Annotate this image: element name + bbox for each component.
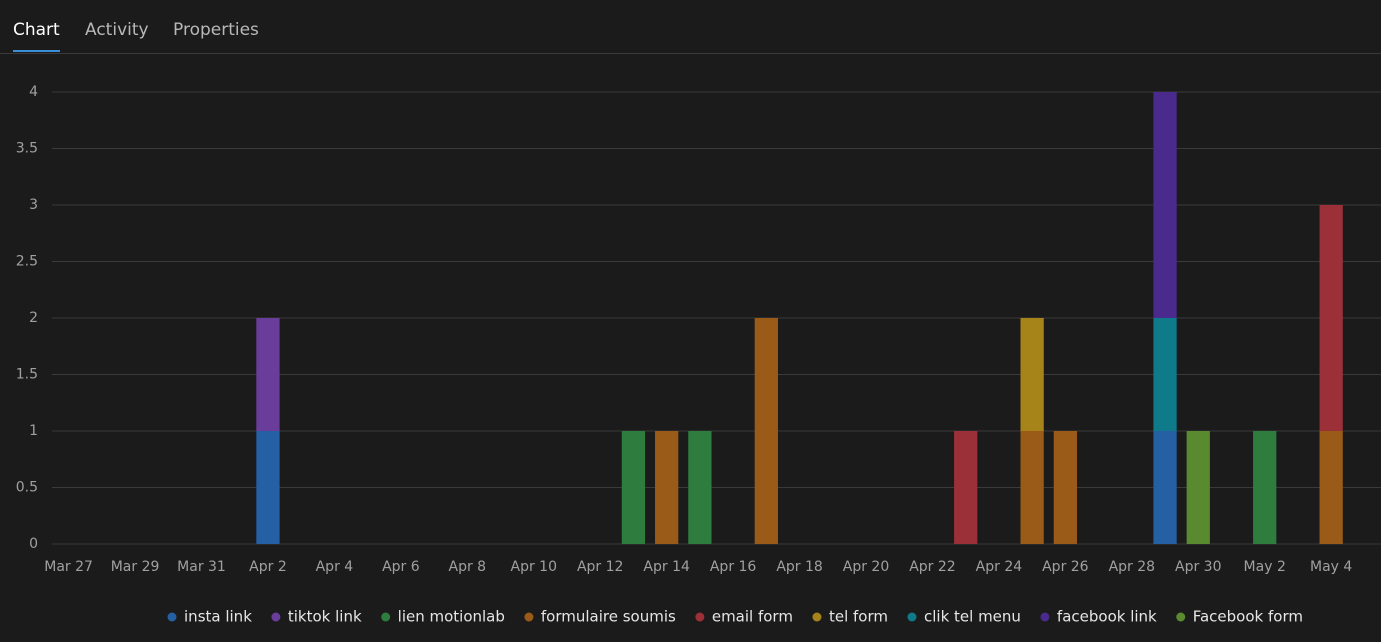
x-tick-label: Apr 2 [249,559,287,575]
x-tick-label: Apr 6 [382,559,420,575]
bar-segment [688,431,712,544]
legend-label: email form [712,608,793,626]
legend-marker [1040,612,1050,622]
tab[interactable]: Properties [173,20,259,40]
x-tick-label: Apr 4 [316,559,354,575]
bar-segment [1319,205,1343,431]
x-tick-label: Apr 14 [643,559,690,575]
legend-label: lien motionlab [398,608,505,626]
legend-marker [812,612,822,622]
bar-segment [655,431,679,544]
legend-label: Facebook form [1193,608,1303,626]
legend-marker [167,612,177,622]
x-tick-label: Apr 28 [1109,559,1155,575]
x-tick-label: Apr 26 [1042,559,1089,575]
legend-marker [381,612,391,622]
x-tick-label: Apr 16 [710,559,757,575]
y-tick-label: 0.5 [16,480,38,496]
bar-segment [1020,318,1044,431]
legend-label: formulaire soumis [541,608,676,626]
y-tick-label: 2.5 [16,254,38,270]
tab[interactable]: Activity [85,20,149,40]
legend-label: facebook link [1057,608,1157,626]
x-tick-label: Apr 10 [511,559,557,575]
legend-marker [907,612,917,622]
x-tick-label: Mar 31 [177,559,226,575]
tab-bar: Chart Activity Properties [0,0,1381,54]
legend-marker [1176,612,1186,622]
y-tick-label: 4 [29,84,38,100]
legend-label: tiktok link [288,608,362,626]
x-tick-label: Apr 30 [1175,559,1221,575]
legend-label: clik tel menu [924,608,1021,626]
y-tick-label: 3.5 [16,141,38,157]
y-tick-label: 3 [29,197,38,213]
legend-label: insta link [184,608,252,626]
bar-segment [1153,318,1177,431]
bar-segment [1053,431,1077,544]
legend-marker [695,612,705,622]
bar-segment [1253,431,1277,544]
y-tick-label: 1 [29,423,38,439]
bar-segment [1020,431,1044,544]
x-tick-label: Mar 29 [111,559,160,575]
bar-segment [1153,92,1177,318]
x-tick-label: Apr 18 [776,559,822,575]
y-tick-label: 0 [29,536,38,552]
x-tick-label: Apr 20 [843,559,889,575]
bar-segment [256,431,280,544]
x-tick-label: Apr 24 [976,559,1023,575]
legend-marker [271,612,281,622]
x-tick-label: May 2 [1244,559,1286,575]
tab[interactable]: Chart [13,20,60,52]
bar-segment [1153,431,1177,544]
x-tick-label: May 4 [1310,559,1352,575]
x-tick-label: Mar 27 [44,559,93,575]
bar-segment [754,318,778,544]
x-tick-label: Apr 22 [909,559,955,575]
bar-segment [256,318,280,431]
bar-segment [1186,431,1210,544]
bar-segment [621,431,646,544]
y-tick-label: 1.5 [16,367,38,383]
x-tick-label: Apr 8 [449,559,487,575]
y-tick-label: 2 [29,310,38,326]
bar-segment [954,431,978,544]
legend-label: tel form [829,608,888,626]
bar-segment [1319,431,1343,544]
x-tick-label: Apr 12 [577,559,623,575]
legend-marker [524,612,534,622]
